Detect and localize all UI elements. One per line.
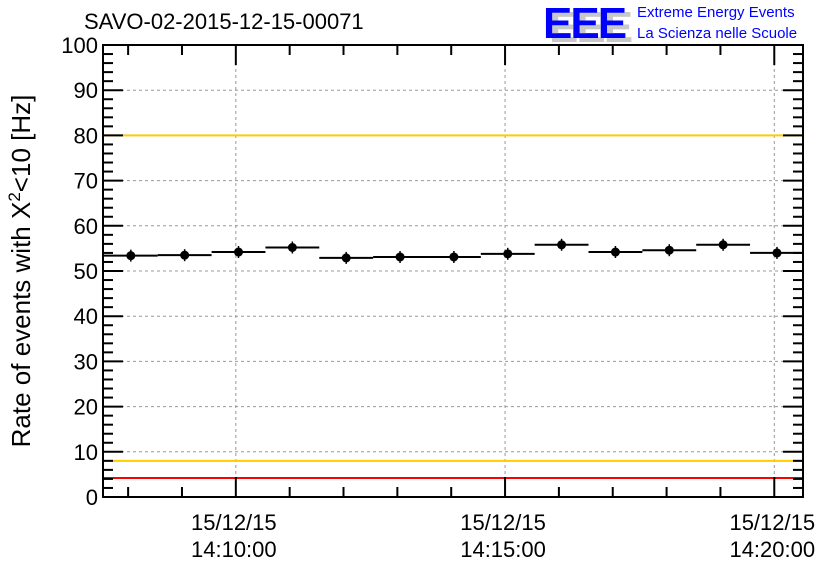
- logo-mark: EEE: [543, 0, 626, 48]
- y-tick-label: 70: [74, 169, 98, 194]
- chart-title: SAVO-02-2015-12-15-00071: [84, 9, 364, 34]
- y-tick-label: 80: [74, 123, 98, 148]
- x-tick-time: 14:20:00: [729, 537, 815, 562]
- y-label-post: <10 [Hz]: [6, 95, 36, 193]
- x-tick-date: 15/12/15: [729, 510, 815, 535]
- y-tick-label: 60: [74, 214, 98, 239]
- data-point: [395, 252, 405, 262]
- x-tick-date: 15/12/15: [191, 510, 277, 535]
- data-points: [103, 238, 804, 264]
- y-tick-label: 90: [74, 78, 98, 103]
- logo-line1: Extreme Energy Events: [637, 4, 795, 21]
- logo-line2: La Scienza nelle Scuole: [637, 25, 797, 42]
- x-tick-time: 14:10:00: [191, 537, 277, 562]
- y-axis-label: Rate of events with X2<10 [Hz]: [5, 95, 36, 448]
- data-point: [126, 251, 136, 261]
- axes: 010203040506070809010015/12/1514:10:0015…: [61, 33, 815, 562]
- data-point: [718, 240, 728, 250]
- data-point: [449, 252, 459, 262]
- data-point: [341, 253, 351, 263]
- data-point: [557, 240, 567, 250]
- y-tick-label: 100: [61, 33, 98, 58]
- y-tick-label: 50: [74, 259, 98, 284]
- grid-lines: [103, 45, 803, 497]
- x-tick-time: 14:15:00: [460, 537, 546, 562]
- data-point: [503, 249, 513, 259]
- data-point: [180, 250, 190, 260]
- eee-logo: EEE Extreme Energy Events La Scienza nel…: [543, 0, 797, 48]
- data-point: [287, 242, 297, 252]
- y-tick-label: 20: [74, 395, 98, 420]
- y-tick-label: 30: [74, 349, 98, 374]
- y-label-pre: Rate of events with X: [6, 202, 36, 448]
- data-point: [610, 247, 620, 257]
- reference-lines: [103, 44, 803, 480]
- y-tick-label: 40: [74, 304, 98, 329]
- data-point: [664, 245, 674, 255]
- data-point: [234, 247, 244, 257]
- y-tick-label: 10: [74, 440, 98, 465]
- data-point: [772, 248, 782, 258]
- y-tick-label: 0: [86, 485, 98, 510]
- y-label-sup: 2: [5, 192, 24, 201]
- x-tick-date: 15/12/15: [460, 510, 546, 535]
